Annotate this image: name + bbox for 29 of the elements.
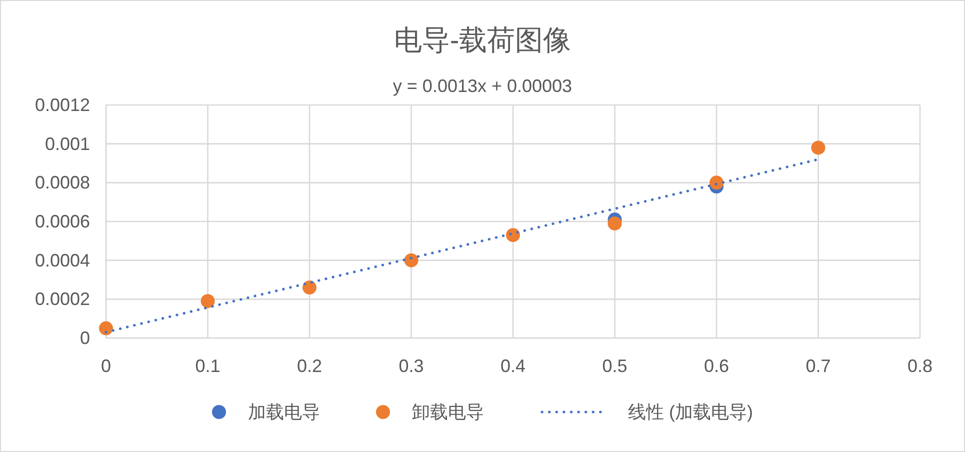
- x-tick-label: 0.7: [806, 356, 831, 376]
- y-tick-label: 0.0006: [34, 212, 90, 232]
- point: [200, 294, 215, 308]
- point: [506, 228, 520, 242]
- point: [99, 321, 113, 336]
- y-tick-label: 0: [80, 328, 90, 348]
- chart-title: 电导-载荷图像: [394, 24, 572, 56]
- y-tick-label: 0.0012: [34, 95, 90, 115]
- x-tick-label: 0.2: [296, 356, 322, 376]
- legend-label: 卸载电导: [412, 402, 484, 422]
- legend-label: 线性 (加载电导): [628, 402, 753, 422]
- x-tick-label: 0.5: [602, 356, 628, 376]
- y-tick-label: 0.001: [44, 134, 90, 154]
- x-tick-label: 0.8: [907, 356, 933, 376]
- point: [710, 176, 724, 190]
- point: [811, 140, 826, 155]
- y-tick-label: 0.0002: [34, 289, 90, 310]
- point: [404, 253, 418, 268]
- legend-label: 加载电导: [248, 402, 320, 422]
- x-tick-label: 0: [100, 356, 112, 376]
- x-tick-label: 0.1: [195, 356, 220, 376]
- chart-subtitle: y = 0.0013x + 0.00003: [392, 76, 572, 96]
- y-tick-label: 0.0008: [34, 172, 90, 193]
- x-tick-label: 0.6: [704, 356, 730, 376]
- y-tick-label: 0.0004: [34, 250, 90, 270]
- x-tick-label: 0.3: [398, 356, 424, 376]
- point: [302, 280, 316, 295]
- x-tick-label: 0.4: [500, 356, 526, 376]
- point: [608, 216, 622, 230]
